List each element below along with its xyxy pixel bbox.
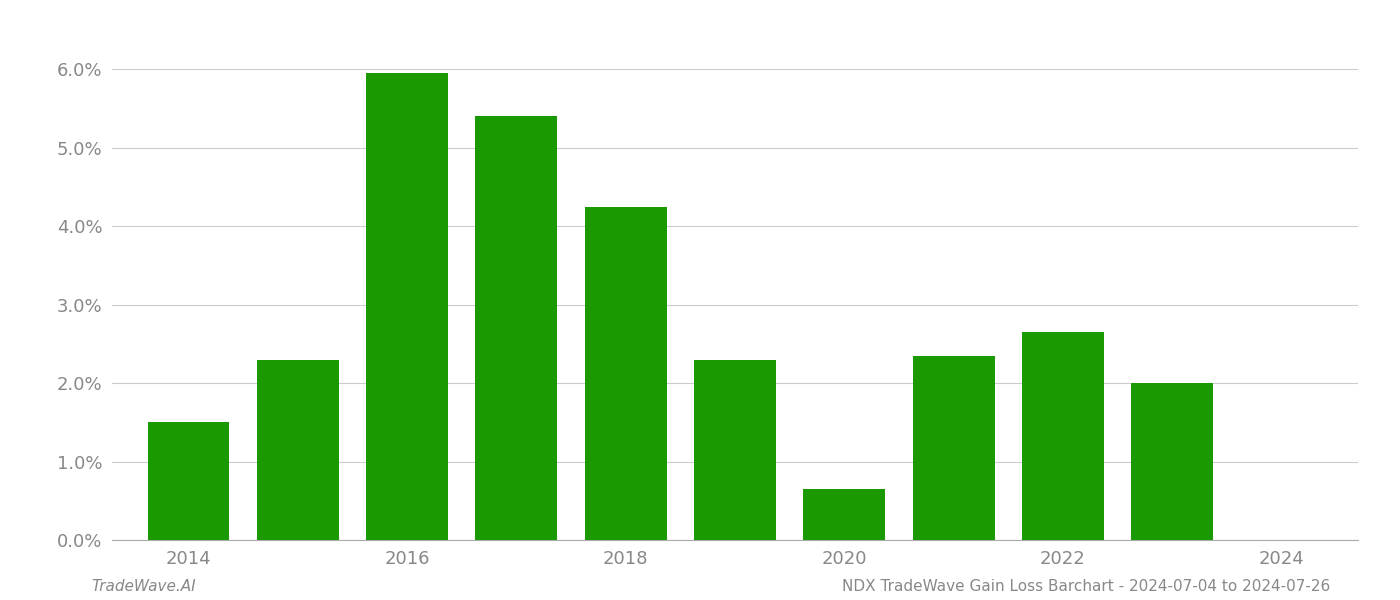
Bar [585, 206, 666, 540]
Bar [1022, 332, 1103, 540]
Bar [913, 356, 994, 540]
Bar [367, 73, 448, 540]
Bar [694, 359, 776, 540]
Text: TradeWave.AI: TradeWave.AI [91, 579, 196, 594]
Bar [476, 116, 557, 540]
Text: NDX TradeWave Gain Loss Barchart - 2024-07-04 to 2024-07-26: NDX TradeWave Gain Loss Barchart - 2024-… [841, 579, 1330, 594]
Bar [256, 359, 339, 540]
Bar [147, 422, 230, 540]
Bar [804, 489, 885, 540]
Bar [1131, 383, 1214, 540]
